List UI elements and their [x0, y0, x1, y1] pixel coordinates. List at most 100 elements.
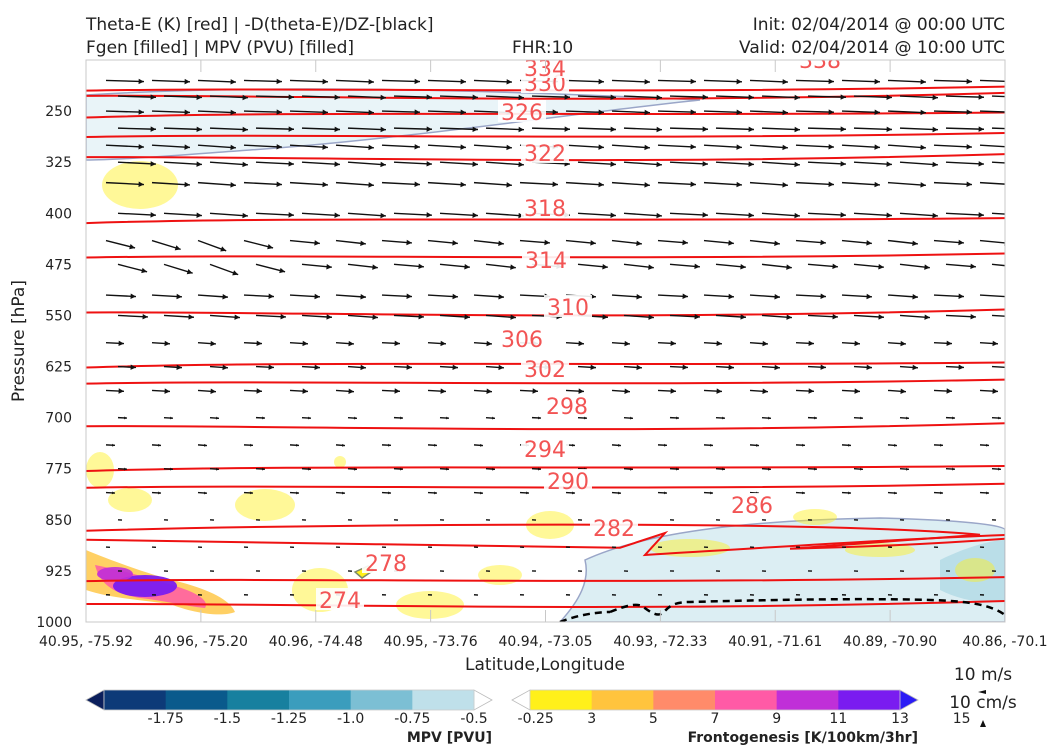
wind-vector-head [506, 144, 512, 151]
wind-vector-head [196, 161, 202, 167]
wind-vector [255, 212, 294, 216]
wind-vector-head [538, 467, 541, 471]
colorbar-swatch [653, 690, 716, 710]
theta-e-label-bg [796, 60, 844, 70]
title-line-2: Fgen [filled] | MPV (PVU) [filled] [86, 38, 355, 58]
theta-e-label: 302 [524, 358, 566, 383]
colorbar-frame [529, 689, 901, 711]
wind-vector-head [108, 594, 110, 596]
wind-vector [795, 181, 834, 186]
colorbar-swatch [289, 690, 352, 710]
wind-vector [761, 127, 800, 131]
wind-vector-head [426, 161, 432, 167]
wind-vector-head [768, 467, 771, 471]
wind-vector-head [716, 340, 722, 347]
wind-vector-head [874, 181, 880, 188]
title-line-1: Theta-E (K) [red] | -D(theta-E)/DZ-[blac… [86, 15, 434, 35]
wind-vector-head [924, 264, 930, 270]
wind-vector-head [706, 594, 708, 596]
wind-vector-head [118, 388, 124, 394]
wind-vector-head [694, 313, 700, 320]
theta-e-label: 310 [547, 296, 589, 321]
wind-vector-head [886, 126, 892, 133]
theta-e-label-bg [522, 248, 570, 270]
colorbars: -1.75 -1.5 -1.25 -1.0 -0.75 -0.5 -0.25 MPV [PVU… [85, 689, 971, 746]
wind-vector-head [196, 126, 202, 133]
wind-vector-head [808, 340, 814, 347]
theta-e-line [86, 153, 1005, 162]
wind-vector-head [598, 144, 604, 150]
wind-vector-head [866, 240, 872, 246]
wind-vector-head [1025, 95, 1030, 100]
wind-vector-head [912, 294, 918, 300]
theta-e-label-bg [498, 327, 546, 349]
wind-vector-head [598, 109, 604, 115]
wind-vector-head [982, 546, 984, 548]
theta-e-label-bg [316, 588, 364, 610]
wind-vector-head [718, 519, 720, 521]
wind-vector-head [644, 109, 650, 116]
wind-vector-head [334, 161, 340, 167]
wind-vector [105, 144, 144, 148]
wind-vector-head [906, 416, 909, 420]
wind-vector-head [544, 239, 550, 246]
wind-vector-head [1013, 79, 1018, 84]
wind-vector-head [334, 94, 340, 101]
wind-vector [393, 212, 432, 216]
wind-vector-head [188, 314, 194, 320]
y-tick-label: 250 [45, 104, 72, 120]
wind-vector-head [476, 594, 478, 596]
wind-vector-head [184, 144, 190, 150]
dtheta-dz-line [559, 610, 611, 622]
theta-e-label: 306 [501, 328, 543, 353]
wind-vector-head [279, 267, 286, 274]
wind-vector-head [360, 294, 366, 300]
x-tick-label: 40.95, -75.92 [39, 634, 133, 650]
wind-vector-head [354, 467, 357, 471]
wind-vector-head [610, 161, 616, 167]
wind-vector-head [446, 467, 449, 471]
wind-vector-head [794, 94, 800, 101]
colorbar-tick-label: -1.25 [271, 711, 307, 727]
wind-vector [209, 95, 248, 99]
wind-vector-head [958, 239, 964, 246]
wind-vector-head [966, 109, 972, 115]
wind-vector-head [946, 340, 952, 347]
wind-vector-head [932, 212, 938, 219]
wind-vector-head [210, 340, 216, 347]
wind-vector-head [360, 364, 366, 371]
wind-vector-head [644, 182, 650, 188]
wind-vector-head [828, 109, 834, 115]
wind-vector-head [752, 594, 754, 596]
wind-vector-head [748, 126, 754, 133]
dtheta-dz-line [609, 597, 1005, 617]
x-tick-label: 40.93, -72.33 [613, 634, 707, 650]
wind-vector [301, 95, 341, 99]
theta-e-label: 326 [501, 101, 543, 126]
wind-vector-head [334, 212, 340, 218]
wind-vector-head [124, 416, 127, 420]
theta-e-line [86, 530, 1005, 557]
theta-e-line [86, 523, 1005, 550]
wind-vector-head [372, 314, 378, 320]
wind-vector-head [112, 491, 115, 495]
theta-e-line [86, 378, 1005, 385]
wind-vector [979, 181, 1005, 185]
theta-e-line [86, 482, 1005, 489]
wind-vector-head [262, 416, 265, 420]
wind-vector-head [564, 94, 570, 100]
wind-vector-head [368, 109, 374, 116]
wind-vector-head [130, 293, 136, 299]
wind-vector-head [460, 78, 466, 85]
wind-vector-head [394, 388, 400, 394]
wind-vector-head [636, 294, 642, 300]
wind-vector-head [932, 94, 938, 101]
wind-vector [853, 95, 893, 99]
wind-vector-head [820, 364, 826, 370]
wind-vector-head [150, 126, 156, 132]
wind-vector-head [430, 594, 432, 596]
theta-e-label-bg [544, 295, 592, 317]
wind-vector-head [660, 546, 662, 548]
wind-vector [565, 110, 605, 114]
theta-e-label: 298 [546, 395, 588, 420]
